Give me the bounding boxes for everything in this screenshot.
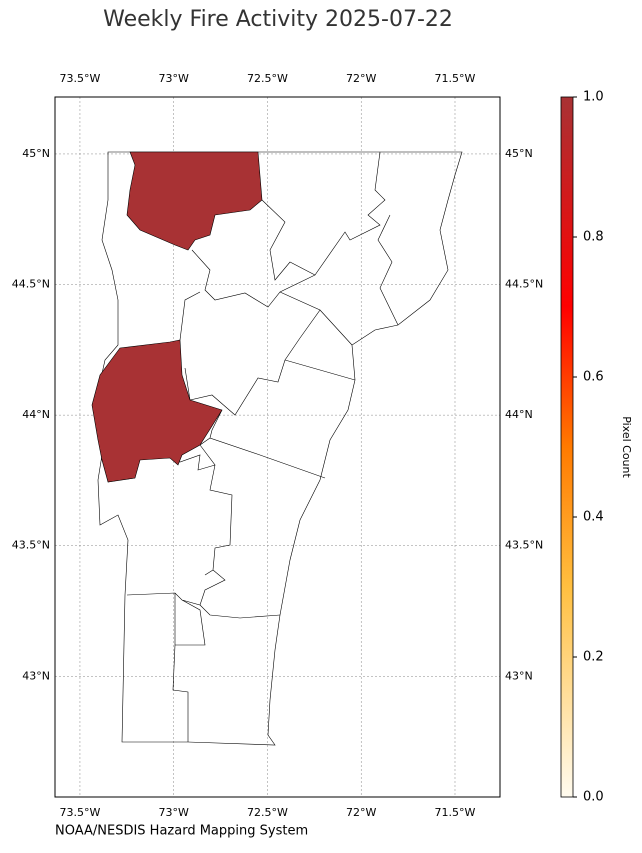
y-tick-label: 43°N: [22, 669, 50, 682]
vermont-counties: [91, 151, 463, 746]
x-tick-label: 72.5°W: [247, 72, 288, 85]
state-outline: [94, 151, 463, 746]
y-tick-label: 44.5°N: [12, 278, 50, 291]
x-tick-label: 73°W: [159, 806, 189, 819]
x-tick-label: 73.5°W: [60, 806, 101, 819]
colorbar-tick-label: 0.4: [583, 510, 604, 525]
y-tick-label: 45°N: [505, 147, 533, 160]
y-tick-label: 44°N: [505, 408, 533, 421]
colorbar-tick-label: 0.8: [583, 230, 604, 245]
fire-county: [126, 151, 263, 251]
county-border: [107, 151, 399, 742]
y-tick-label: 43.5°N: [505, 539, 543, 552]
y-tick-label: 43°N: [505, 669, 533, 682]
y-tick-label: 45°N: [22, 147, 50, 160]
x-tick-label: 72°W: [346, 806, 376, 819]
y-tick-label: 44.5°N: [505, 278, 543, 291]
colorbar-tick-label: 0.2: [583, 650, 604, 665]
colorbar-tick-label: 0.6: [583, 370, 604, 385]
y-tick-label: 43.5°N: [12, 539, 50, 552]
colorbar-tick-label: 1.0: [583, 90, 604, 105]
colorbar: [560, 96, 574, 798]
x-tick-label: 73°W: [159, 72, 189, 85]
x-tick-label: 72°W: [346, 72, 376, 85]
map-title: Weekly Fire Activity 2025-07-22: [103, 7, 453, 32]
x-tick-label: 71.5°W: [435, 806, 476, 819]
colorbar-tick-label: 0.0: [583, 790, 604, 805]
map-frame: [54, 96, 501, 798]
source-note: NOAA/NESDIS Hazard Mapping System: [55, 824, 308, 839]
fire-county: [91, 339, 223, 483]
x-tick-label: 73.5°W: [60, 72, 101, 85]
x-tick-label: 71.5°W: [435, 72, 476, 85]
x-tick-label: 72.5°W: [247, 806, 288, 819]
y-tick-label: 44°N: [22, 408, 50, 421]
colorbar-label: Pixel Count: [620, 416, 633, 478]
